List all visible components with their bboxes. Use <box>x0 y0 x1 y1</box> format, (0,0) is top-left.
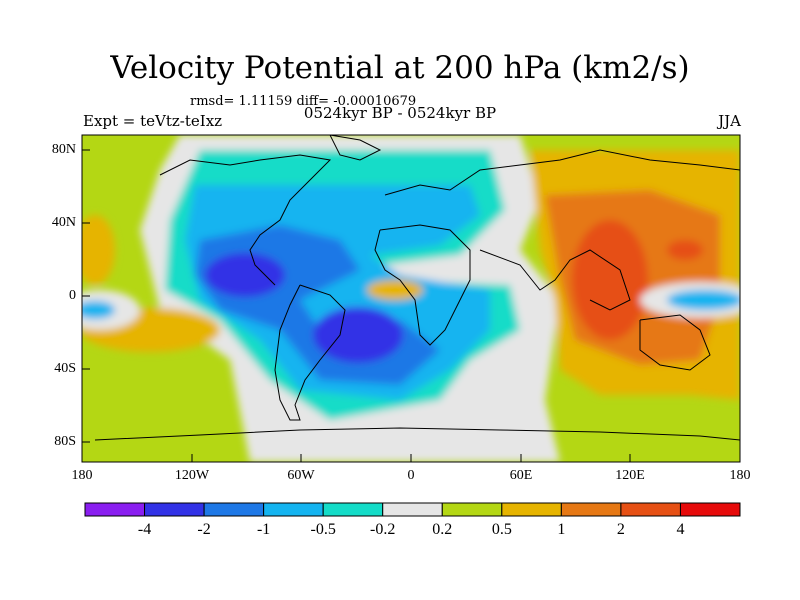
lon-label-120w: 120W <box>174 468 210 483</box>
colorbar <box>84 502 741 517</box>
lon-label-180e: 180 <box>729 468 751 483</box>
colorbar-label: -0.5 <box>310 521 336 538</box>
colorbar-swatch <box>620 502 681 517</box>
lon-label-180w: 180 <box>71 468 93 483</box>
colorbar-swatch <box>263 502 324 517</box>
colorbar-swatch <box>501 502 562 517</box>
colorbar-swatch <box>322 502 384 517</box>
colorbar-label: 2 <box>616 521 625 538</box>
colorbar-label: 0.5 <box>491 521 512 538</box>
period-label: 0524kyr BP - 0524kyr BP <box>303 104 497 122</box>
lat-label-40n: 40N <box>51 215 76 230</box>
lon-label-0: 0 <box>407 468 415 483</box>
pos-atl-blob <box>367 280 423 300</box>
lat-label-80n: 80N <box>51 142 76 157</box>
lat-label-eq: 0 <box>69 288 76 303</box>
colorbar-swatch <box>382 502 443 517</box>
lon-label-120e: 120E <box>615 468 645 483</box>
pos-max-center <box>572 220 648 340</box>
experiment-label: Expt = teVtz-teIxz <box>83 112 223 130</box>
neg-max-center-2 <box>313 307 403 363</box>
lat-label-40s: 40S <box>54 361 76 376</box>
neg-tongue <box>667 290 740 310</box>
colorbar-swatch <box>144 502 205 517</box>
lon-label-60e: 60E <box>509 468 533 483</box>
neg-max-center-1 <box>205 253 285 297</box>
colorbar-label: -0.2 <box>370 521 396 538</box>
lon-label-60w: 60W <box>287 468 315 483</box>
colorbar-swatch <box>560 502 622 517</box>
coastlines <box>94 135 740 441</box>
season-label: JJA <box>718 112 741 130</box>
map-title: Velocity Potential at 200 hPa (km2/s) <box>110 50 690 86</box>
colorbar-label: -2 <box>197 521 211 538</box>
colorbar-label: -1 <box>256 521 271 538</box>
colorbar-swatch <box>679 502 741 517</box>
pos-west-blob <box>82 215 115 285</box>
colorbar-label: -4 <box>137 521 152 538</box>
lat-label-80s: 80S <box>54 434 76 449</box>
pos-max-center-2 <box>667 240 703 260</box>
colorbar-label: 4 <box>676 521 685 538</box>
colorbar-label: 0.2 <box>432 521 453 538</box>
colorbar-swatch <box>441 502 503 517</box>
colorbar-swatch <box>203 502 265 517</box>
colorbar-label: 1 <box>557 521 566 538</box>
colorbar-swatch <box>84 502 146 517</box>
stats-line: rmsd= 1.11159 diff= -0.00010679 <box>190 94 417 109</box>
axis-ticks <box>81 149 741 462</box>
field-contours <box>82 135 740 462</box>
neg-west <box>82 301 115 319</box>
